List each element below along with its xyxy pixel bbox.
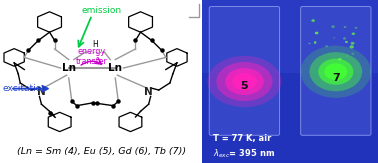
- Ellipse shape: [301, 46, 371, 98]
- Ellipse shape: [315, 32, 318, 34]
- Ellipse shape: [344, 26, 346, 28]
- Ellipse shape: [355, 27, 357, 29]
- Ellipse shape: [308, 43, 310, 44]
- Text: Ln: Ln: [62, 63, 76, 73]
- Text: N: N: [144, 87, 153, 97]
- Ellipse shape: [216, 62, 273, 101]
- Ellipse shape: [331, 25, 335, 28]
- Ellipse shape: [333, 37, 335, 38]
- Bar: [202, 0, 378, 73]
- Ellipse shape: [318, 59, 353, 85]
- FancyBboxPatch shape: [209, 7, 280, 135]
- Ellipse shape: [311, 19, 315, 22]
- Ellipse shape: [350, 45, 354, 49]
- Ellipse shape: [338, 58, 342, 61]
- Text: T = 77 K, air: T = 77 K, air: [213, 134, 271, 143]
- Ellipse shape: [232, 73, 257, 90]
- Ellipse shape: [346, 55, 348, 57]
- Ellipse shape: [314, 42, 316, 44]
- FancyBboxPatch shape: [301, 7, 371, 135]
- Text: $\lambda_{exc}$= 395 nm: $\lambda_{exc}$= 395 nm: [213, 148, 275, 160]
- Ellipse shape: [345, 41, 348, 43]
- Text: 5: 5: [240, 81, 247, 91]
- Ellipse shape: [208, 56, 281, 107]
- Text: excitation: excitation: [2, 84, 47, 93]
- Text: 7: 7: [332, 73, 340, 83]
- Ellipse shape: [352, 53, 354, 55]
- Ellipse shape: [325, 45, 328, 47]
- Ellipse shape: [343, 37, 346, 40]
- Text: (Ln = Sm (4), Eu (5), Gd (6), Tb (7)): (Ln = Sm (4), Eu (5), Gd (6), Tb (7)): [17, 147, 186, 156]
- Text: H: H: [92, 40, 98, 49]
- Ellipse shape: [324, 63, 347, 80]
- Text: N: N: [37, 87, 46, 97]
- Ellipse shape: [351, 42, 355, 45]
- Ellipse shape: [352, 32, 355, 35]
- Ellipse shape: [225, 68, 264, 95]
- Text: energy
transfer: energy transfer: [76, 47, 108, 66]
- Text: −: −: [203, 6, 212, 16]
- Text: emission: emission: [81, 6, 121, 15]
- Ellipse shape: [314, 41, 316, 43]
- Text: Ln: Ln: [108, 63, 122, 73]
- Ellipse shape: [310, 52, 362, 91]
